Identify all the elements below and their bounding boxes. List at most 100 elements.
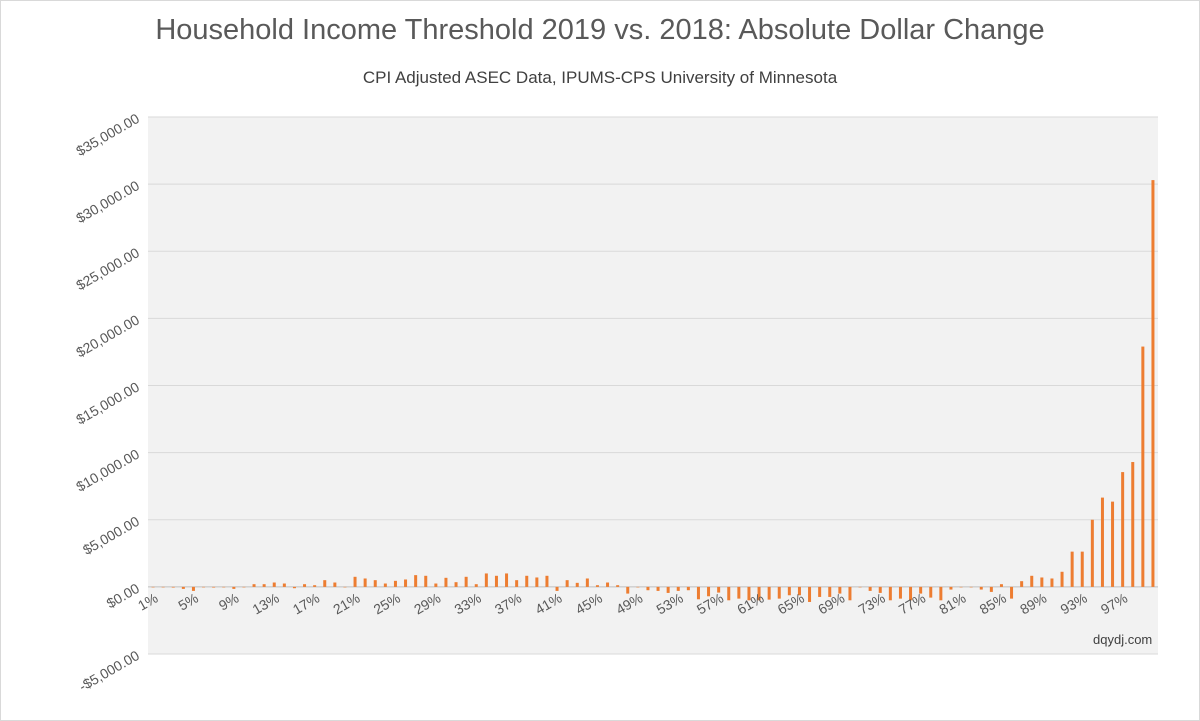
bar — [777, 586, 781, 599]
bar — [222, 586, 226, 588]
bar — [434, 583, 438, 587]
bar — [848, 586, 852, 601]
bar — [1060, 571, 1064, 587]
bar — [393, 580, 397, 587]
bar — [818, 586, 822, 597]
bar — [585, 578, 589, 587]
y-tick-label: $25,000.00 — [73, 244, 142, 293]
bar — [505, 573, 509, 587]
y-tick-label: -$5,000.00 — [76, 647, 142, 694]
bar — [191, 586, 195, 591]
bar — [717, 586, 721, 593]
bar — [333, 582, 337, 587]
bar — [1010, 586, 1014, 599]
bar — [404, 579, 408, 587]
bar — [787, 586, 791, 596]
bar — [686, 586, 690, 591]
bar — [474, 584, 478, 587]
bar — [1020, 581, 1024, 587]
bar — [606, 582, 610, 587]
bar — [808, 586, 812, 602]
bar — [373, 580, 377, 587]
bar — [1090, 519, 1094, 587]
bar — [1070, 551, 1074, 587]
y-tick-label: $0.00 — [104, 580, 143, 611]
bar — [1040, 577, 1044, 587]
bar — [949, 586, 953, 590]
bar — [1050, 578, 1054, 587]
bar — [555, 586, 559, 591]
bar — [626, 586, 630, 594]
bar — [202, 586, 206, 588]
bar — [878, 586, 882, 593]
bar — [919, 586, 923, 594]
bar — [888, 586, 892, 601]
bar — [343, 586, 347, 588]
bar — [454, 582, 458, 587]
bar — [747, 586, 751, 601]
bar — [969, 586, 973, 588]
bar — [494, 575, 498, 587]
bar — [707, 586, 711, 597]
bar — [1030, 575, 1034, 587]
chart-title: Household Income Threshold 2019 vs. 2018… — [155, 14, 1045, 46]
bar — [797, 586, 801, 596]
bar — [1141, 346, 1145, 587]
bar — [959, 586, 963, 588]
bar — [212, 586, 216, 588]
bar — [979, 586, 983, 590]
bar — [727, 586, 731, 601]
bar — [151, 586, 155, 588]
bar — [262, 584, 266, 587]
bar — [999, 584, 1003, 587]
bar — [1100, 497, 1104, 587]
bar — [666, 586, 670, 593]
bar — [161, 586, 165, 588]
bar — [242, 586, 246, 588]
bar — [636, 586, 640, 588]
bar — [989, 586, 993, 592]
bar — [616, 585, 620, 587]
bar — [939, 586, 943, 601]
bar — [525, 575, 529, 587]
bar — [757, 586, 761, 601]
bar — [838, 586, 842, 594]
bar — [383, 583, 387, 587]
bar — [656, 586, 660, 591]
chart-subtitle: CPI Adjusted ASEC Data, IPUMS-CPS Univer… — [362, 68, 838, 87]
bar — [1111, 501, 1115, 587]
watermark: dqydj.com — [1093, 632, 1153, 647]
bar — [313, 585, 317, 587]
bar — [1121, 472, 1125, 587]
bar — [282, 583, 286, 587]
bar — [929, 586, 933, 598]
bar — [1151, 180, 1155, 587]
bar — [303, 584, 307, 587]
bar — [464, 576, 468, 587]
y-tick-label: $20,000.00 — [73, 311, 142, 360]
bar — [414, 575, 418, 587]
bar — [646, 586, 650, 591]
bar — [353, 576, 357, 587]
bar — [828, 586, 832, 597]
bar — [1080, 551, 1084, 587]
y-tick-label: $10,000.00 — [73, 446, 142, 495]
bar — [595, 585, 599, 587]
bar — [676, 586, 680, 591]
bar — [444, 577, 448, 587]
bar — [171, 586, 175, 588]
bar — [737, 586, 741, 599]
y-tick-label: $30,000.00 — [73, 177, 142, 226]
bar — [232, 586, 236, 589]
y-tick-label: $15,000.00 — [73, 378, 142, 427]
bar — [767, 586, 771, 600]
y-tick-label: $35,000.00 — [73, 110, 142, 159]
bar — [363, 578, 367, 587]
bar — [1131, 462, 1135, 587]
bar — [272, 582, 276, 587]
bar — [696, 586, 700, 600]
bar — [858, 586, 862, 588]
bar — [424, 575, 428, 587]
bar — [575, 582, 579, 587]
